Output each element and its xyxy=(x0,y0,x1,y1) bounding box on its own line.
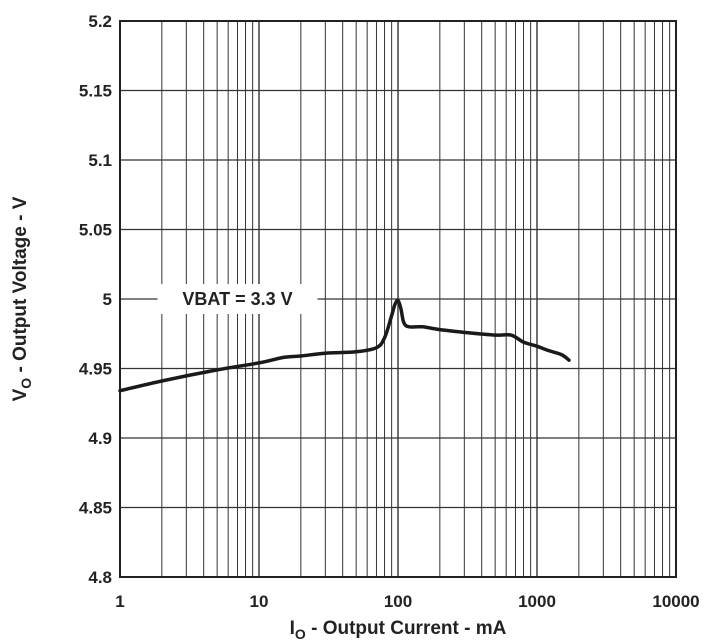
x-axis-title-main: I xyxy=(290,618,295,639)
y-tick-label: 5.2 xyxy=(88,12,112,31)
x-axis-title-subscript: O xyxy=(295,626,306,642)
x-axis-title-rest: - Output Current - mA xyxy=(306,618,507,639)
y-tick-label: 5.05 xyxy=(79,221,112,240)
x-axis-title: IO - Output Current - mA xyxy=(290,618,507,642)
annotation-vbat: VBAT = 3.3 V xyxy=(157,284,318,314)
y-axis-title-subscript: O xyxy=(18,378,34,389)
y-tick-label: 4.8 xyxy=(88,568,112,587)
y-tick-label: 5.1 xyxy=(88,151,112,170)
x-tick-label: 1 xyxy=(115,592,124,611)
x-axis-tick-labels: 1 10 100 1000 10000 xyxy=(115,592,699,611)
y-tick-label: 4.9 xyxy=(88,429,112,448)
y-axis-tick-labels: 4.8 4.85 4.9 4.95 5 5.05 5.1 5.15 5.2 xyxy=(79,12,112,587)
plot-area-frame xyxy=(119,20,677,578)
y-tick-label: 5.15 xyxy=(79,82,112,101)
y-tick-label: 4.85 xyxy=(79,499,112,518)
x-tick-label: 10 xyxy=(250,592,269,611)
annotation-background xyxy=(157,284,318,314)
y-axis-title: VO - Output Voltage - V xyxy=(10,196,34,401)
series-line-output-voltage xyxy=(118,298,571,393)
y-axis-title-rest: - Output Voltage - V xyxy=(10,196,31,378)
x-tick-label: 10000 xyxy=(652,592,699,611)
annotation-label: VBAT = 3.3 V xyxy=(182,289,292,309)
x-tick-label: 100 xyxy=(384,592,412,611)
y-axis-title-main: V xyxy=(10,388,31,401)
y-tick-label: 4.95 xyxy=(79,360,112,379)
y-tick-label: 5 xyxy=(103,290,112,309)
x-tick-label: 1000 xyxy=(518,592,556,611)
